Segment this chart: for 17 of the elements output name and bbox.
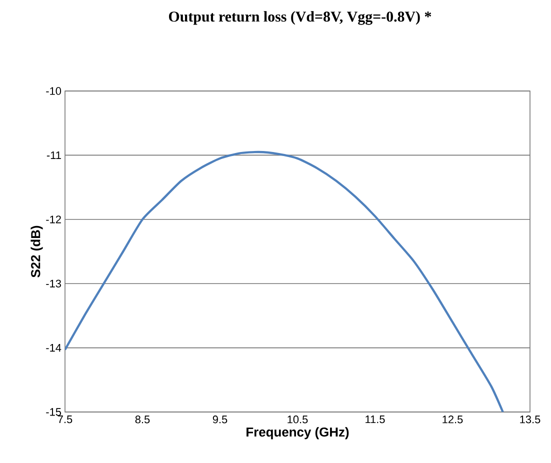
x-tick-label: 13.5 (520, 416, 540, 424)
x-tick-label: 10.5 (288, 416, 308, 424)
chart-title: Output return loss (Vd=8V, Vgg=-0.8V) * (168, 11, 432, 25)
y-tick-label: -10 (46, 87, 62, 95)
x-tick-label: 7.5 (58, 416, 72, 424)
x-tick-label: 12.5 (442, 416, 463, 424)
y-tick-label: -12 (46, 216, 61, 224)
y-axis-title: S22 (dB) (30, 226, 43, 278)
y-tick-label: -15 (46, 408, 62, 416)
line-series (65, 150, 504, 412)
y-tick-label: -11 (46, 151, 61, 159)
x-tick-label: 11.5 (366, 416, 385, 424)
y-tick-label: -14 (46, 344, 62, 352)
x-tick-label: 9.5 (212, 416, 228, 424)
y-tick-label: -13 (46, 280, 61, 288)
x-axis-title: Frequency (GHz) (246, 427, 349, 440)
x-tick-label: 8.5 (135, 416, 150, 424)
